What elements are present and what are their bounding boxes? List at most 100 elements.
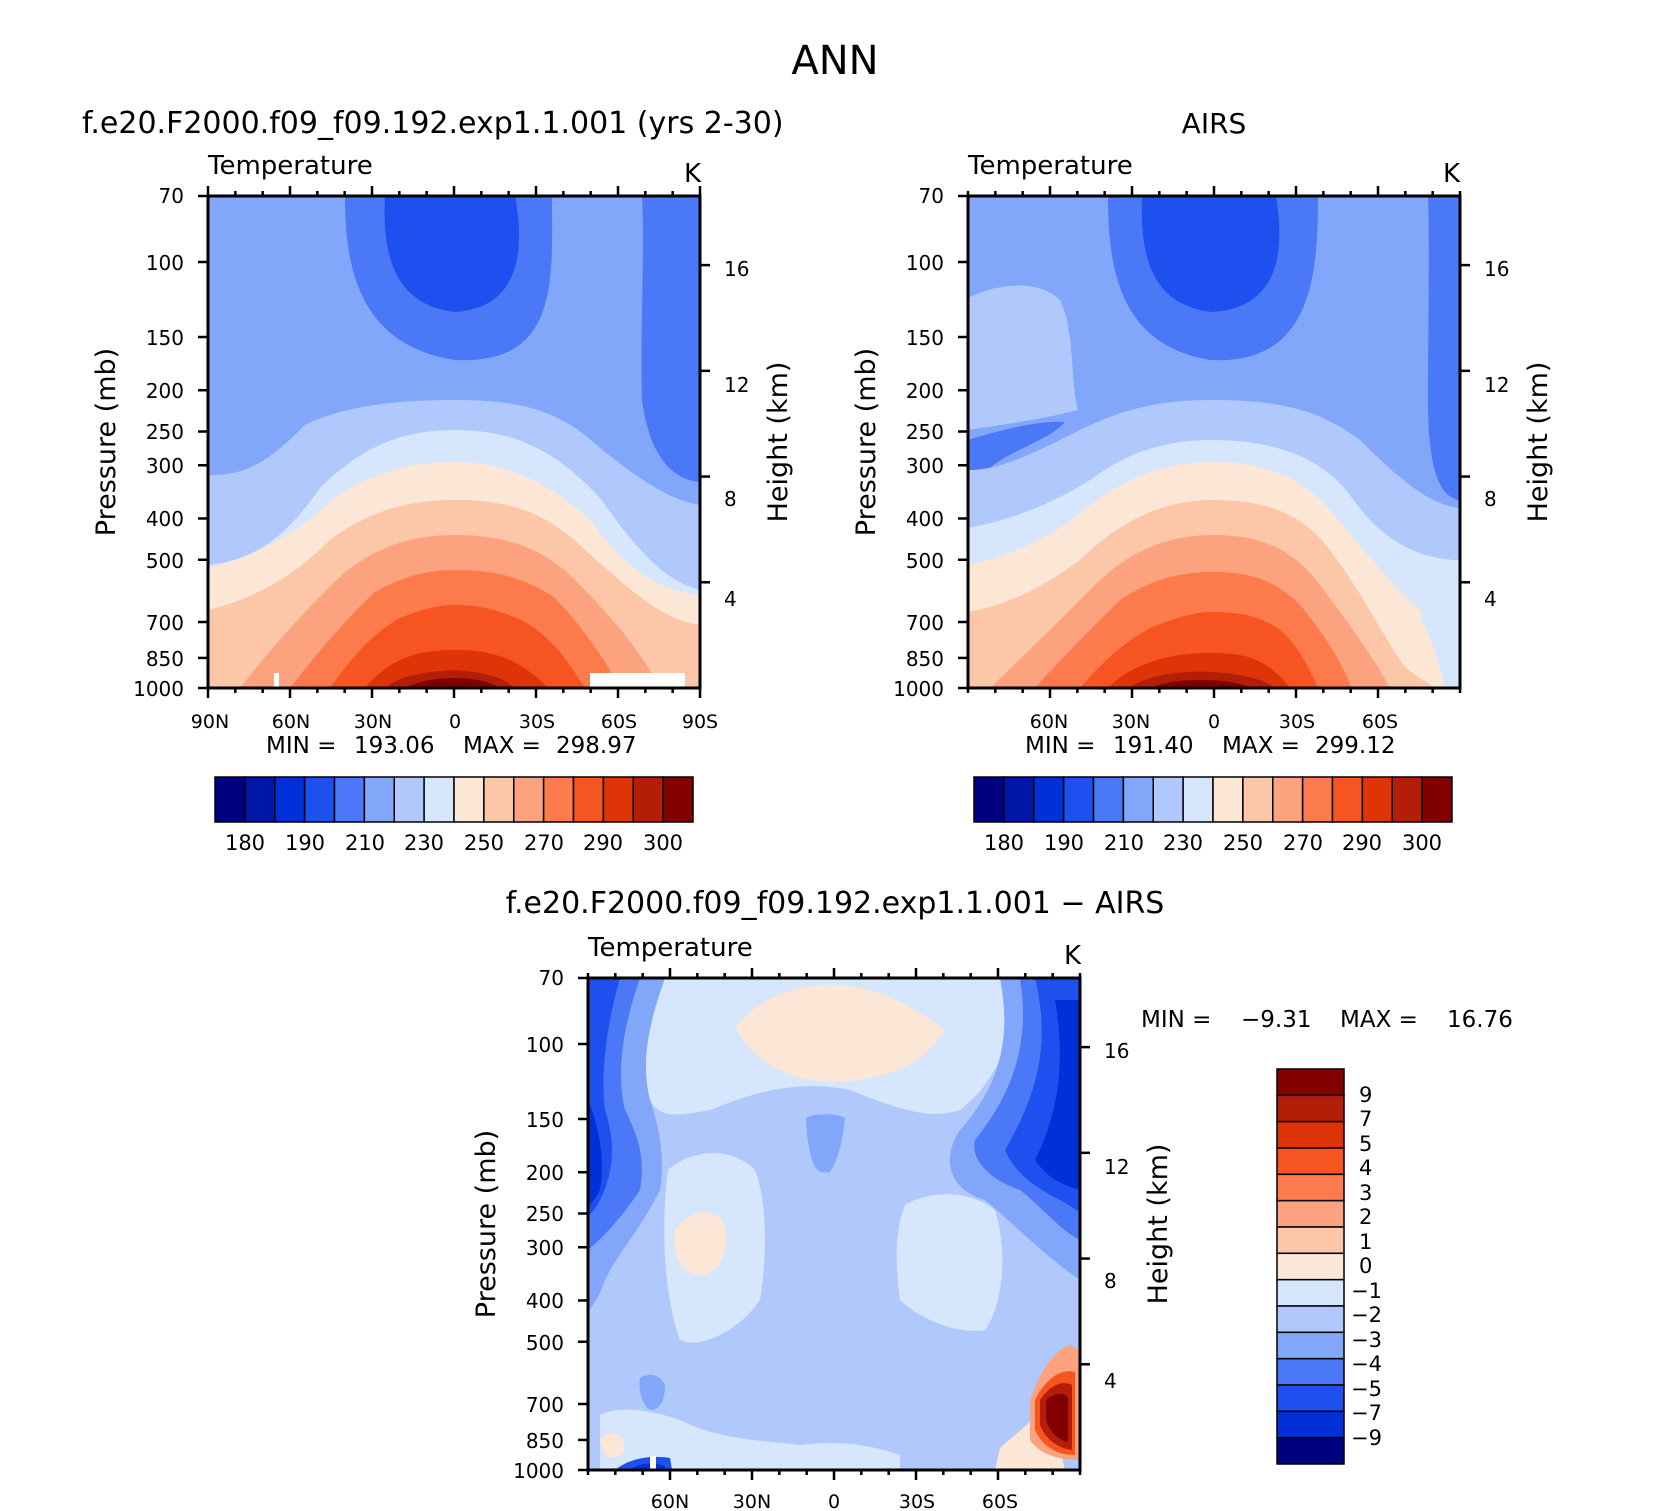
colorbar-swatch xyxy=(1391,776,1423,823)
x-tick-label: 90N xyxy=(191,711,229,733)
contour-band xyxy=(1141,196,1280,312)
y-right-axis-label: Height (km) xyxy=(763,362,794,523)
min-value: 191.40 xyxy=(1113,733,1193,759)
y-right-tick-label: 16 xyxy=(1104,1039,1129,1063)
y-tick-label: 700 xyxy=(526,1393,564,1417)
colorbar-swatch xyxy=(1092,776,1125,823)
y-tick-label: 500 xyxy=(146,549,184,573)
colorbar-swatch xyxy=(1276,1068,1345,1097)
colorbar-label: −4 xyxy=(1351,1352,1382,1376)
colorbar-swatch xyxy=(1276,1252,1345,1281)
y-right-tick-labels: 16 12 8 4 xyxy=(724,257,749,611)
panel-subtitle: Temperature xyxy=(207,151,373,181)
colorbar-label: 300 xyxy=(1402,831,1442,855)
colorbar-label: 4 xyxy=(1359,1156,1372,1180)
y-tick-label: 100 xyxy=(146,251,184,275)
colorbar-label: 180 xyxy=(225,831,265,855)
x-tick-label: 30S xyxy=(519,711,555,733)
colorbar-label: −7 xyxy=(1351,1401,1382,1425)
y-right-tick-labels: 16 12 8 4 xyxy=(1484,257,1509,611)
colorbar-label: 9 xyxy=(1359,1083,1372,1107)
missing-data xyxy=(274,673,279,688)
panel-model: f.e20.F2000.f09_f09.192.exp1.1.001 (yrs … xyxy=(82,106,794,855)
colorbar-swatch xyxy=(1062,776,1095,823)
contour-band xyxy=(896,1194,1003,1331)
contour-band xyxy=(639,1374,665,1410)
y-tick-label: 150 xyxy=(906,326,944,350)
colorbar xyxy=(973,776,1453,823)
contour-band xyxy=(641,196,700,482)
colorbar-label: 230 xyxy=(1163,831,1203,855)
y-right-tick-label: 12 xyxy=(724,373,749,397)
y-right-tick-label: 12 xyxy=(1484,373,1509,397)
contour-band xyxy=(1046,1393,1068,1442)
units-label: K xyxy=(1443,159,1461,189)
colorbar-swatch xyxy=(1421,776,1453,823)
y-tick-label: 500 xyxy=(526,1331,564,1355)
y-tick-label: 200 xyxy=(906,379,944,403)
y-right-axis-label: Height (km) xyxy=(1523,362,1554,523)
colorbar-label: 270 xyxy=(524,831,564,855)
y-tick-label: 250 xyxy=(146,420,184,444)
x-tick-labels: 60N 30N 0 30S 60S xyxy=(1030,711,1398,733)
min-value: 193.06 xyxy=(354,733,434,759)
colorbar-swatch xyxy=(1033,776,1065,823)
colorbar-swatch xyxy=(303,776,336,823)
max-label: MAX = xyxy=(1340,1007,1418,1033)
y-tick-label: 150 xyxy=(146,326,184,350)
colorbar-swatch xyxy=(1276,1384,1345,1413)
x-tick-label: 60N xyxy=(1030,711,1068,733)
colorbar-swatch xyxy=(1276,1357,1345,1386)
colorbar-label: 290 xyxy=(1342,831,1382,855)
colorbar-swatch xyxy=(244,776,276,823)
contour-band xyxy=(588,1100,602,1205)
y-right-tick-label: 4 xyxy=(1484,587,1497,611)
contour-band xyxy=(968,196,1078,430)
colorbar-swatch xyxy=(483,776,515,823)
contour-band xyxy=(1150,680,1250,688)
contour-band xyxy=(806,1114,845,1173)
colorbar-swatch xyxy=(1276,1410,1345,1439)
y-tick-label: 1000 xyxy=(133,677,184,701)
colorbar-swatch xyxy=(1276,1120,1345,1149)
y-axis-label: Pressure (mb) xyxy=(91,348,122,536)
colorbar-swatch xyxy=(1276,1278,1345,1307)
colorbar-label: 210 xyxy=(1104,831,1144,855)
x-tick-label: 30N xyxy=(354,711,392,733)
x-tick-label: 90S xyxy=(682,711,718,733)
units-label: K xyxy=(1064,941,1082,971)
contour-band xyxy=(630,1463,665,1470)
y-tick-label: 300 xyxy=(526,1236,564,1260)
colorbar-swatch xyxy=(1276,1226,1345,1255)
y-tick-label: 200 xyxy=(146,379,184,403)
x-tick-label: 0 xyxy=(449,711,461,733)
max-label: MAX = xyxy=(1222,733,1300,759)
missing-data xyxy=(590,673,685,688)
colorbar-swatch xyxy=(214,776,246,823)
min-label: MIN = xyxy=(1025,733,1095,759)
x-tick-labels: 60N 30N 0 30S 60S xyxy=(651,1491,1018,1511)
y-tick-label: 500 xyxy=(906,549,944,573)
colorbar-label: 270 xyxy=(1283,831,1323,855)
colorbar-label: 250 xyxy=(1223,831,1263,855)
colorbar-label: 0 xyxy=(1359,1254,1372,1278)
colorbar-label: 7 xyxy=(1359,1107,1372,1131)
contour-band xyxy=(268,332,290,348)
y-tick-label: 200 xyxy=(526,1161,564,1185)
contour-band xyxy=(405,678,500,688)
y-tick-label: 400 xyxy=(526,1289,564,1313)
colorbar-swatch xyxy=(1122,776,1154,823)
panel-difference: f.e20.F2000.f09_f09.192.exp1.1.001 − AIR… xyxy=(471,886,1513,1511)
tick-marks xyxy=(198,186,710,698)
contour-band xyxy=(735,985,945,1082)
y-tick-labels: 70 100 150 200 250 300 400 500 700 850 1… xyxy=(893,184,944,701)
colorbar-swatch xyxy=(1212,776,1244,823)
contour-band xyxy=(674,1212,727,1275)
contour-band xyxy=(1420,603,1460,688)
x-tick-label: 30N xyxy=(1112,711,1150,733)
figure-title: ANN xyxy=(791,38,878,84)
colorbar-swatch xyxy=(1276,1199,1345,1228)
y-right-tick-labels: 16 12 8 4 xyxy=(1104,1039,1129,1393)
max-value: 16.76 xyxy=(1447,1007,1513,1033)
y-right-tick-label: 8 xyxy=(1484,487,1497,511)
